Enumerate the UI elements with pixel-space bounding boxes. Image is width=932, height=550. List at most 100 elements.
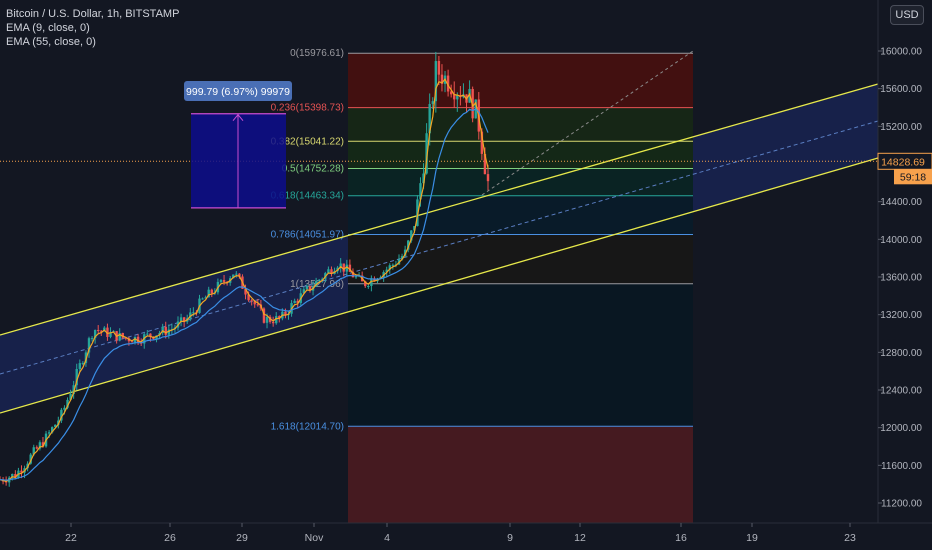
fib-band (348, 107, 693, 142)
candle-body (370, 278, 373, 286)
time-tick-label: 16 (675, 532, 687, 544)
time-tick-label: 26 (164, 532, 176, 544)
candle-body (256, 304, 260, 306)
candle-body (11, 473, 14, 478)
channel-median-line (0, 120, 879, 375)
candle-body (66, 399, 69, 408)
time-tick-label: 4 (384, 532, 390, 544)
price-tick-label: 13200.00 (880, 310, 922, 321)
fib-band (348, 141, 693, 169)
candle-body (124, 337, 128, 339)
candle-body (342, 263, 345, 272)
candle-body (296, 300, 299, 303)
fib-band (348, 283, 693, 427)
candle-body (262, 308, 266, 323)
candle-body (265, 316, 269, 323)
currency-button[interactable]: USD (890, 5, 924, 25)
candle-body (354, 276, 358, 278)
candle-body (367, 285, 370, 287)
ema-55-line (0, 108, 489, 481)
candle-body (57, 420, 60, 425)
candle-body (38, 442, 42, 449)
legend-ema-55: EMA (55, close, 0) (6, 36, 96, 48)
fib-band (348, 53, 693, 108)
fib-level-label: 0.786(14051.97) (271, 229, 344, 240)
price-tag: 14828.69 (881, 156, 925, 168)
time-tick-label: 12 (574, 532, 586, 544)
candle-body (449, 91, 453, 95)
price-tick-label: 11200.00 (881, 499, 922, 510)
measure-label: 999.79 (6.97%) 99979 (186, 86, 290, 98)
candle-body (250, 300, 253, 302)
candle-body (118, 332, 121, 341)
candle-body (192, 312, 195, 314)
fib-band (348, 195, 693, 235)
fib-band (348, 234, 693, 284)
price-tick-label: 15200.00 (880, 122, 922, 133)
chart-legend: Bitcoin / U.S. Dollar, 1h, BITSTAMP EMA … (6, 7, 179, 49)
candle-body (425, 133, 428, 174)
candle-body (20, 470, 23, 473)
fib-level-label: 1.618(12014.70) (271, 421, 344, 432)
candle-body (327, 269, 330, 274)
price-tick-label: 14000.00 (880, 235, 922, 246)
candle-body (413, 226, 416, 231)
candle-body (167, 329, 171, 335)
candle-body (189, 312, 192, 319)
candle-body (204, 297, 207, 299)
candle-body (179, 317, 183, 322)
fib-level-label: 0.618(14463.34) (271, 191, 344, 202)
candle-body (210, 289, 213, 294)
candle-body (60, 409, 63, 421)
candle-body (293, 300, 296, 304)
time-tick-label: 23 (844, 532, 856, 544)
candle-body (97, 329, 100, 331)
legend-ema-9: EMA (9, close, 0) (6, 22, 90, 34)
time-tick-label: Nov (305, 532, 324, 544)
candle-body (407, 240, 410, 250)
candle-body (35, 447, 39, 449)
candle-body (440, 74, 444, 84)
candle-body (431, 101, 434, 104)
candle-body (302, 289, 306, 294)
candle-body (480, 131, 484, 154)
candle-body (275, 316, 278, 324)
time-axis: 22 26 29 Nov 4 9 12 16 19 23 (0, 522, 932, 544)
time-tick-label: 19 (746, 532, 758, 544)
candle-body (339, 263, 342, 268)
candle-body (483, 153, 487, 175)
fib-level-label: 0.236(15398.73) (271, 103, 344, 114)
candles (0, 51, 490, 487)
candle-body (410, 230, 413, 241)
legend-symbol: Bitcoin / U.S. Dollar, 1h, BITSTAMP (6, 8, 180, 20)
candle-body (373, 278, 376, 282)
candle-body (121, 332, 124, 338)
candle-body (87, 338, 91, 353)
ema-9-line (0, 78, 489, 483)
channel-upper-line (0, 83, 879, 336)
candle-body (201, 298, 204, 300)
candle-body (314, 280, 318, 287)
candle-body (54, 424, 57, 428)
candle-body (133, 336, 137, 343)
measure-arrow-head (232, 113, 244, 122)
time-tick-label: 9 (507, 532, 513, 544)
candle-body (317, 279, 321, 281)
candle-body (244, 288, 247, 295)
candle-body (391, 264, 395, 266)
time-tick-label: 22 (65, 532, 77, 544)
fib-band (348, 168, 693, 196)
fib-trend-line (481, 50, 694, 196)
candle-body (106, 327, 109, 337)
measure-label-bg (184, 81, 292, 101)
candle-body (434, 61, 438, 102)
candle-body (308, 286, 312, 291)
candle-body (222, 280, 226, 282)
candle-body (486, 174, 490, 182)
candle-body (253, 301, 256, 305)
candle-body (75, 368, 78, 386)
candle-body (41, 442, 45, 447)
price-tick-label: 12400.00 (880, 386, 922, 397)
price-tick-label: 16000.00 (880, 47, 922, 58)
